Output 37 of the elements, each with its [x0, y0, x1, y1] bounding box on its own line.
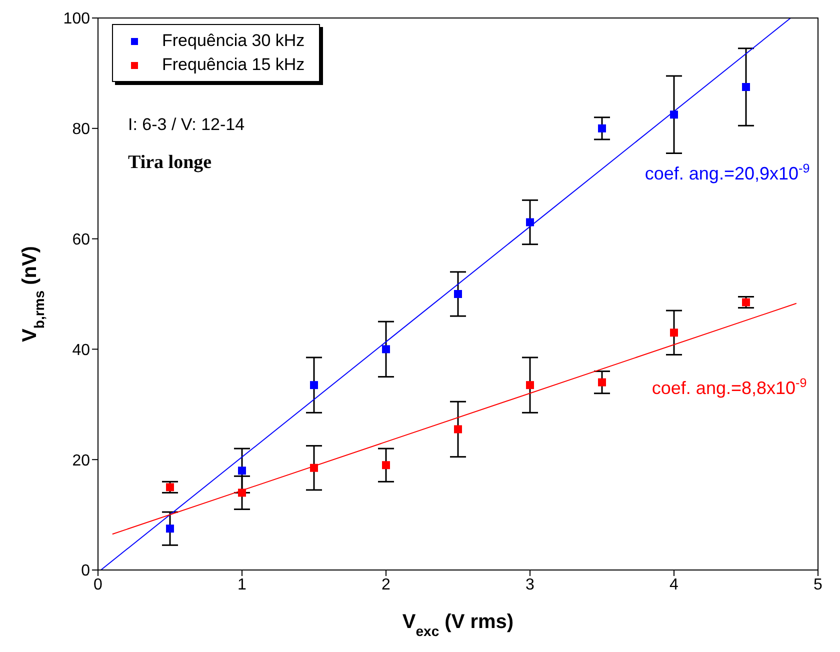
y-tick-label: 20 [72, 452, 90, 470]
y-tick-label: 100 [63, 10, 90, 28]
x-tick-label: 5 [814, 576, 823, 594]
point [526, 218, 534, 226]
y-tick-label: 60 [72, 231, 90, 248]
point [166, 524, 174, 533]
x-tick-label: 0 [94, 576, 103, 594]
y-tick-label: 80 [72, 121, 90, 138]
annotation: Tira longe [128, 152, 212, 173]
x-tick-label: 3 [526, 576, 535, 594]
legend-label: Frequência 15 kHz [162, 54, 305, 76]
point [742, 83, 750, 91]
point [454, 425, 462, 434]
series-label: coef. ang.=20,9x10$^{-9}$ [644, 161, 810, 184]
x-tick-label: 1 [238, 576, 247, 594]
point [526, 381, 534, 390]
point [742, 298, 750, 306]
point [382, 461, 390, 470]
point [598, 378, 606, 386]
x-tick-label: 4 [670, 576, 679, 594]
series-label: coef. ang.=8,8x10$^{-9}$ [652, 376, 807, 398]
y-tick-label: 0 [81, 562, 90, 580]
x-tick-label: 2 [382, 576, 391, 594]
point [382, 345, 390, 354]
annotation: I: 6-3 / V: 12-14 [128, 115, 245, 134]
point [670, 110, 678, 119]
x-axis-title: V$_{exc}$ (V rms) [402, 611, 514, 639]
y-tick-label: 40 [72, 342, 90, 359]
point [238, 466, 246, 475]
point [238, 488, 246, 497]
point [670, 328, 678, 337]
point [310, 464, 318, 472]
point [310, 381, 318, 390]
point [166, 483, 174, 492]
point [598, 124, 606, 132]
legend-label: Frequência 30 kHz [162, 30, 305, 52]
point [454, 290, 462, 298]
